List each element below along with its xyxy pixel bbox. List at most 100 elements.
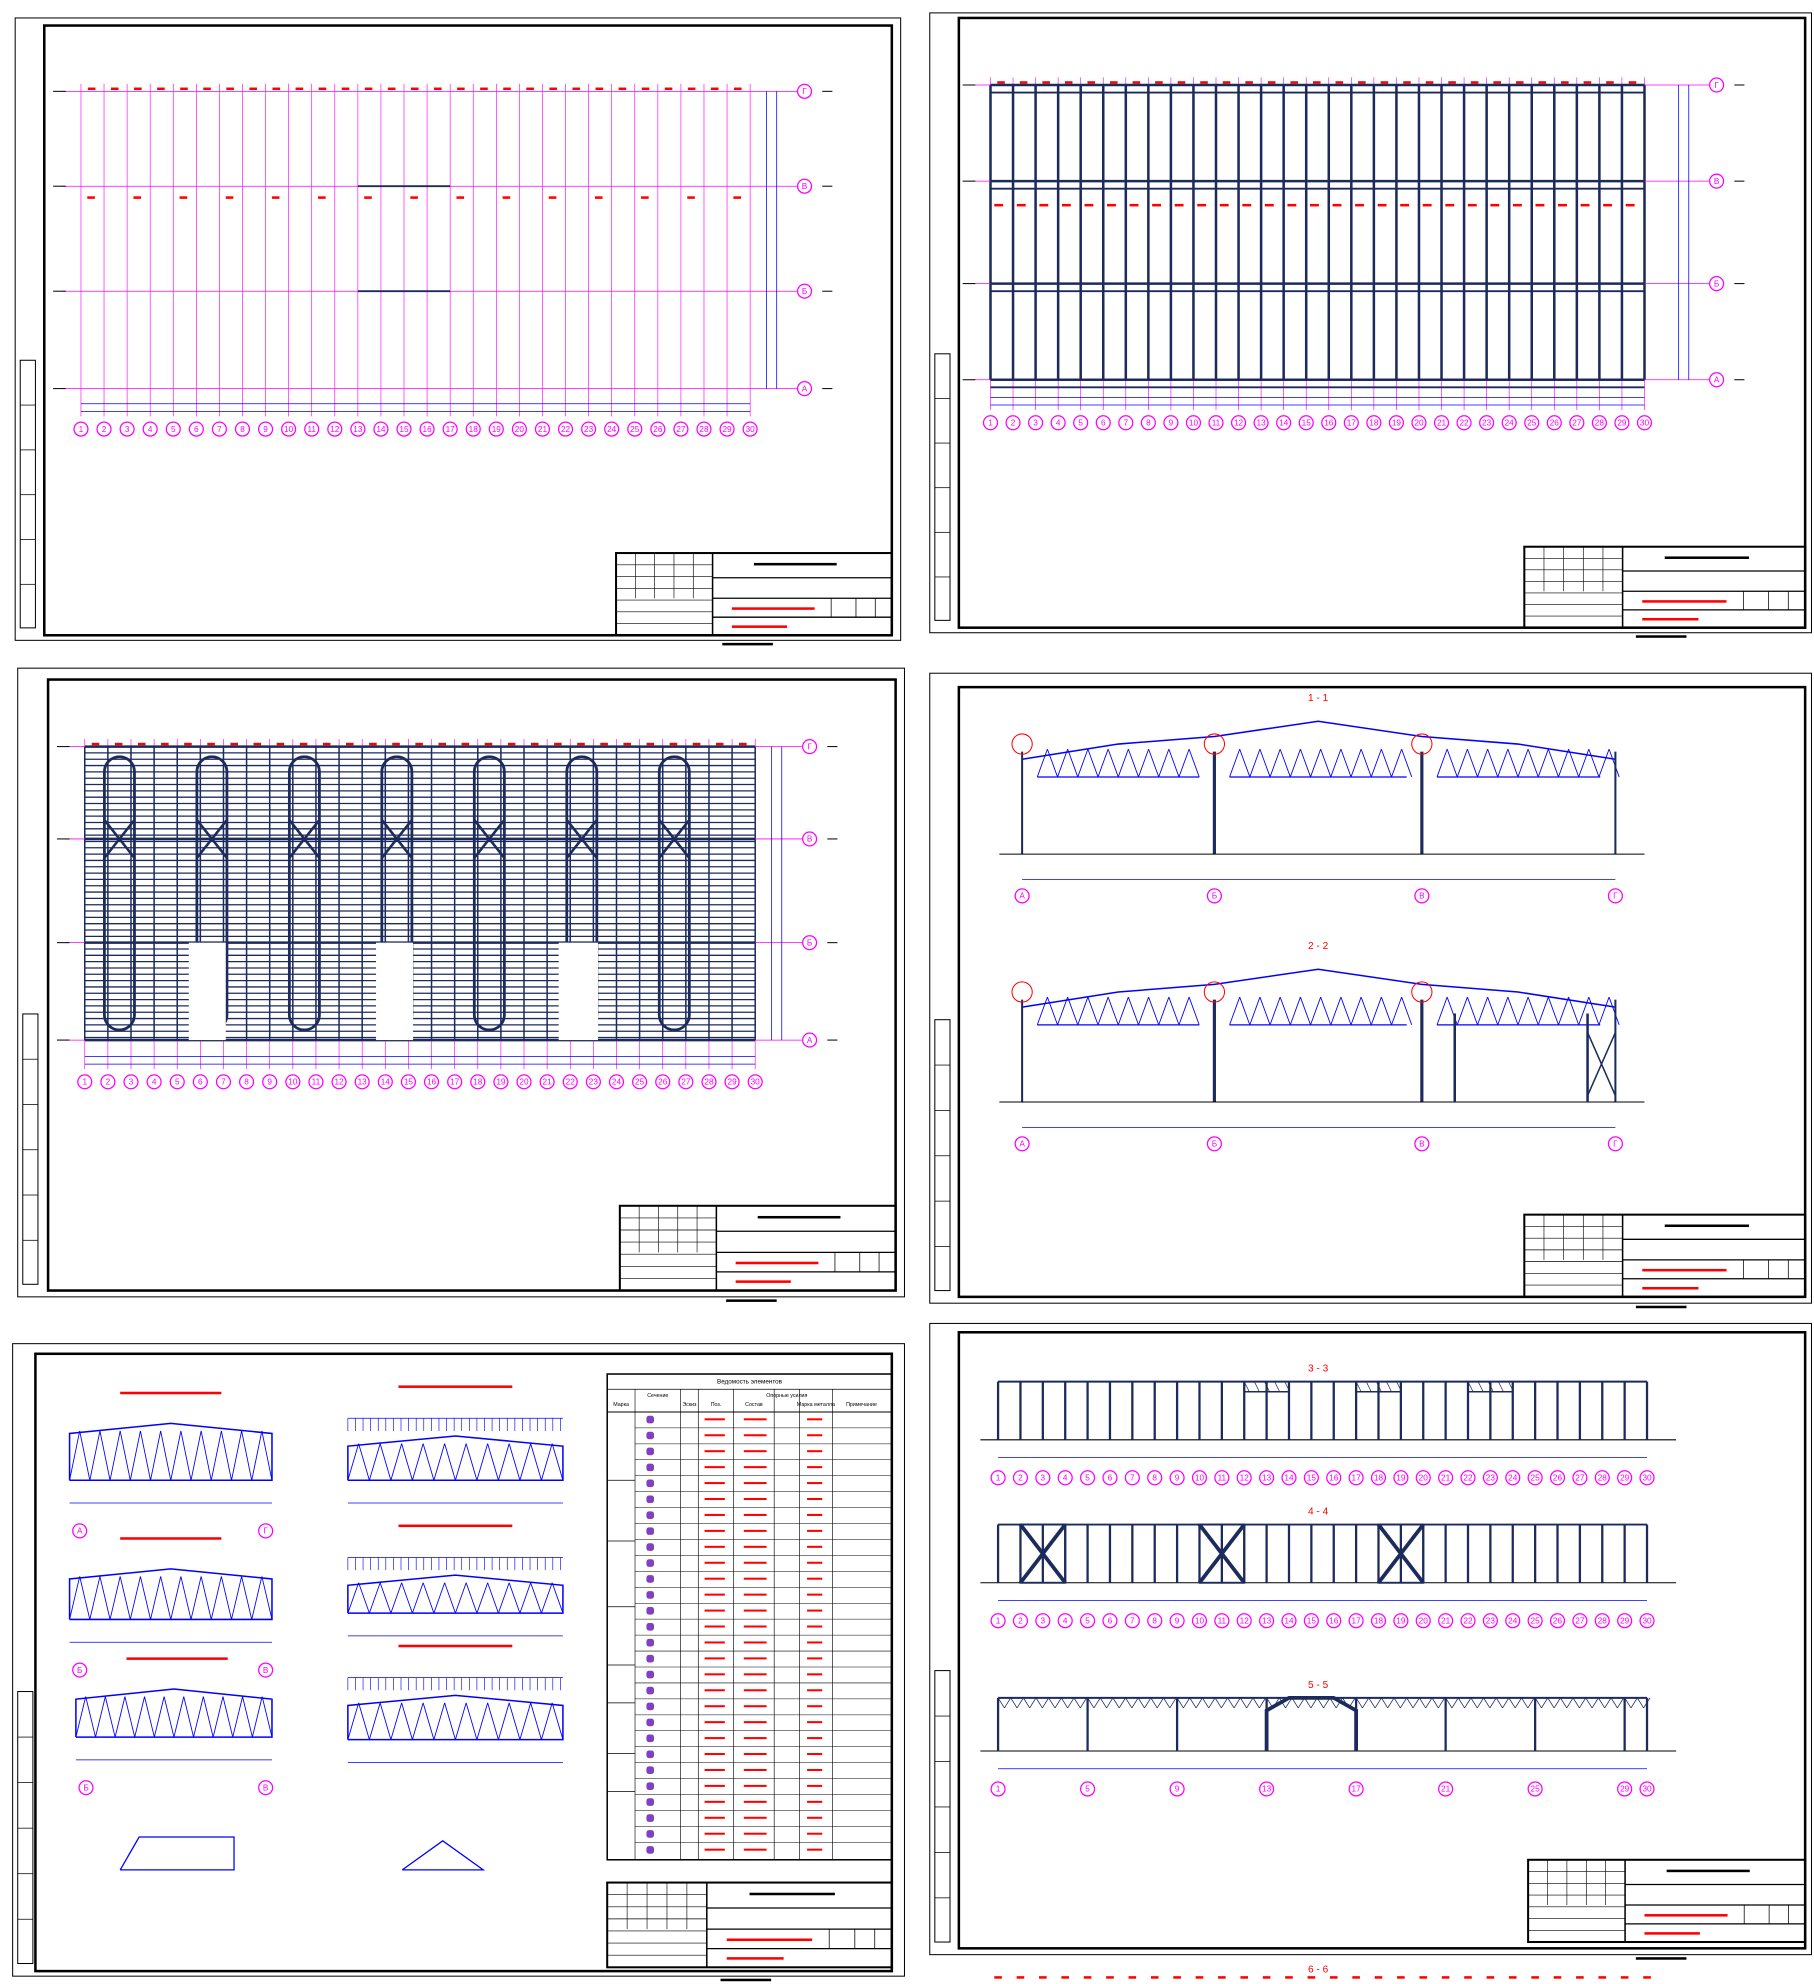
member-tag <box>318 87 327 91</box>
axis-label: 16 <box>427 1078 437 1087</box>
table-title: Ведомость элементов <box>717 1378 783 1385</box>
web <box>150 1576 162 1620</box>
format-text <box>1635 1305 1687 1309</box>
web <box>150 1430 162 1481</box>
web <box>1598 1697 1606 1709</box>
stamp-strip <box>22 1013 39 1285</box>
web <box>1560 1697 1568 1709</box>
title-block <box>606 1881 893 1969</box>
web <box>476 1582 489 1614</box>
web <box>1391 748 1403 778</box>
table-header: Опорные усилия <box>766 1393 807 1399</box>
cell-text <box>704 1434 725 1437</box>
axis-bubble <box>1259 1470 1275 1486</box>
axis-label: 30 <box>751 1078 761 1087</box>
member-tag <box>1515 81 1524 84</box>
axis-bubble <box>1012 1613 1029 1629</box>
web <box>1483 1697 1491 1709</box>
axis-label: 26 <box>1553 1617 1563 1626</box>
member-tag <box>1177 81 1186 84</box>
axis-bubble <box>1438 1781 1454 1797</box>
axis-bubble <box>1348 1781 1364 1797</box>
cell-text <box>743 1625 767 1628</box>
member-tag <box>1245 81 1253 84</box>
member-tag <box>623 742 632 746</box>
web <box>1067 748 1079 778</box>
web <box>1137 1697 1145 1709</box>
web <box>1163 1697 1171 1709</box>
axis-bubble <box>1370 1613 1387 1629</box>
web <box>1087 1697 1095 1709</box>
web <box>1087 996 1099 1026</box>
web <box>487 1443 499 1481</box>
axis-label: 14 <box>1284 1617 1294 1626</box>
member-tag <box>1561 81 1569 84</box>
axis-bubble <box>1460 1613 1476 1629</box>
axis-label: 29 <box>722 425 732 434</box>
web <box>1527 748 1539 778</box>
web <box>551 1443 564 1481</box>
table-header: Состав <box>745 1402 763 1408</box>
cell-text <box>704 1848 725 1851</box>
member-tag <box>526 87 534 91</box>
member-tag <box>295 87 304 91</box>
axis-label: 24 <box>612 1078 622 1087</box>
portal <box>1264 1695 1359 1751</box>
axis-bubble <box>796 83 813 99</box>
axis-bubble <box>1572 1613 1588 1629</box>
cell-text <box>807 1816 823 1819</box>
cell-text <box>807 1625 823 1628</box>
member-tag <box>1242 203 1252 207</box>
cell-text <box>704 1832 725 1835</box>
web <box>1355 1381 1362 1392</box>
axis-label: 11 <box>1218 1617 1227 1626</box>
truss-title <box>398 1524 513 1528</box>
axis-label: 16 <box>1324 419 1334 428</box>
web <box>1438 1697 1445 1709</box>
cell-text <box>743 1753 767 1756</box>
axis-label: 10 <box>1195 1474 1205 1483</box>
axis-bubble <box>1102 1613 1118 1629</box>
sketch-icon <box>646 1734 655 1743</box>
web <box>99 1576 111 1620</box>
member-tag <box>226 87 234 91</box>
web <box>1568 996 1580 1026</box>
axis-bubble <box>1607 1136 1623 1152</box>
axis-label: 20 <box>1419 1474 1429 1483</box>
title-block <box>618 1204 897 1292</box>
member-tag <box>1132 81 1141 84</box>
axis-label: 22 <box>561 425 571 434</box>
axis-bubble <box>1035 1613 1051 1629</box>
web <box>508 1582 521 1614</box>
title-text-mark <box>1642 1268 1727 1272</box>
web <box>1436 748 1448 778</box>
axis-bubble <box>1118 415 1134 431</box>
axis-label: 2 <box>106 1078 111 1087</box>
axis-bubble <box>308 1074 324 1090</box>
axis-bubble <box>1617 1470 1633 1486</box>
member-tag <box>554 742 562 746</box>
axis-label: 7 <box>217 425 222 434</box>
member-tag <box>1643 1976 1651 1979</box>
member-tag <box>1335 81 1344 84</box>
cell-text <box>743 1705 767 1708</box>
axis-label: 25 <box>1531 1617 1541 1626</box>
web <box>1558 748 1570 778</box>
web <box>89 1576 101 1620</box>
axis-label: 23 <box>589 1078 599 1087</box>
opening <box>188 942 226 1041</box>
web <box>1208 1697 1216 1709</box>
member-tag <box>1508 1976 1517 1979</box>
axis-bubble <box>1073 415 1089 431</box>
cell-text <box>807 1657 823 1660</box>
stamp-strip <box>934 1670 951 1943</box>
web <box>1446 748 1458 778</box>
axis-bubble <box>96 421 112 437</box>
cell-text <box>743 1673 767 1676</box>
axis-label: 21 <box>1441 1785 1451 1794</box>
member-tag <box>1310 203 1319 207</box>
axis-bubble <box>1236 1613 1252 1629</box>
axis-label: 22 <box>566 1078 576 1087</box>
axis-bubble <box>1636 415 1653 431</box>
axis-label: Б <box>807 938 812 947</box>
